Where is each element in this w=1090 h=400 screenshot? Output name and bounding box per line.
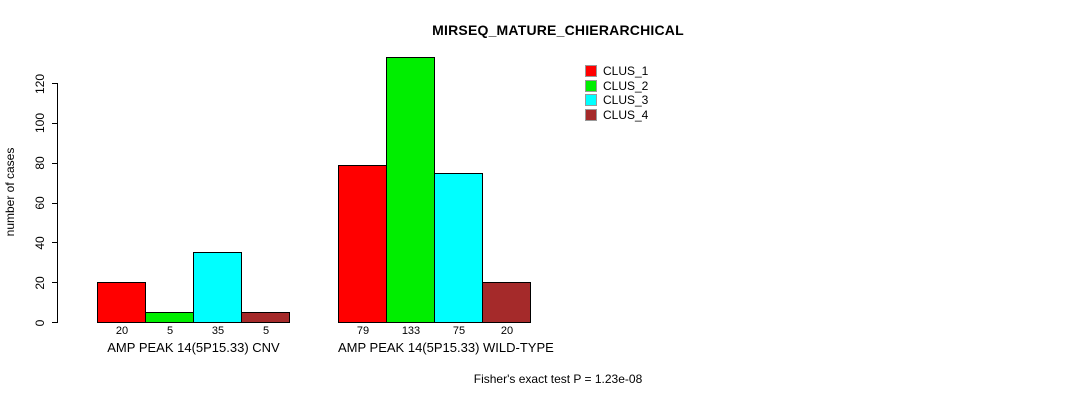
bar-value-label: 20 [500,325,514,337]
bar-clus_4 [482,282,531,323]
bar-value-label: 79 [356,325,370,337]
bar-clus_3 [434,172,483,323]
legend-swatch-icon [585,65,597,78]
bar-clus_2 [386,57,435,323]
legend-swatch-icon [585,94,597,107]
bar-clus_1 [97,282,146,323]
stat-annotation: Fisher's exact test P = 1.23e-08 [473,372,643,386]
y-tick-label: 60 [33,196,47,210]
y-tick [52,122,57,124]
y-tick [52,162,57,164]
bar-clus_4 [241,312,290,323]
y-tick [52,322,57,323]
legend-label: CLUS_4 [603,108,649,123]
legend-row: CLUS_1 [585,64,648,79]
bar-value-label: 5 [166,325,174,337]
y-tick-label: 80 [33,156,47,170]
bar-value-label: 5 [262,325,270,337]
bar-clus_3 [193,252,242,323]
y-tick-label: 0 [33,319,47,326]
legend-label: CLUS_1 [603,64,649,79]
legend-swatch-icon [585,79,597,92]
legend: CLUS_1 CLUS_2 CLUS_3 CLUS_4 [585,64,648,122]
legend-row: CLUS_2 [585,79,648,94]
chart-title: MIRSEQ_MATURE_CHIERARCHICAL [432,22,684,38]
legend-row: CLUS_3 [585,93,648,108]
bar-value-label: 20 [115,325,129,337]
y-tick-label: 100 [33,113,47,134]
legend-label: CLUS_2 [603,78,649,93]
bar-value-label: 75 [452,325,466,337]
y-tick [52,242,57,244]
y-axis-line [57,83,58,323]
y-tick [52,202,57,204]
y-tick [52,83,57,84]
group-label: AMP PEAK 14(5P15.33) WILD-TYPE [338,340,554,355]
bar-value-label: 133 [401,325,421,337]
y-axis-label: number of cases [3,147,17,237]
y-tick-label: 120 [33,73,47,94]
group-label: AMP PEAK 14(5P15.33) CNV [107,340,280,355]
y-tick-label: 40 [33,236,47,250]
y-tick [52,282,57,284]
legend-row: CLUS_4 [585,108,648,123]
bar-clus_1 [338,164,387,323]
legend-swatch-icon [585,109,597,122]
bar-value-label: 35 [211,325,225,337]
y-tick-label: 20 [33,275,47,290]
bar-clus_2 [145,312,194,323]
legend-label: CLUS_3 [603,93,649,108]
